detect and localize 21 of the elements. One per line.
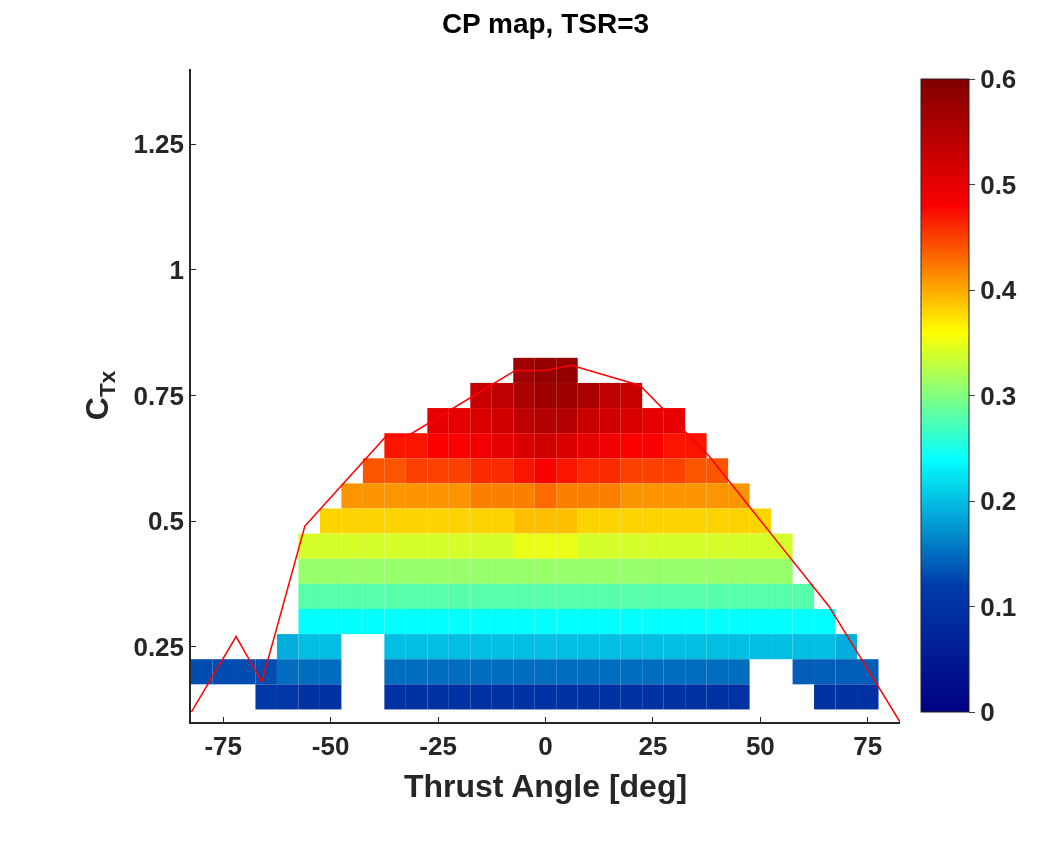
color-bar-label: 0.1 bbox=[980, 591, 1017, 622]
x-tick-label: 75 bbox=[853, 730, 883, 761]
color-bar-label: 0.3 bbox=[980, 380, 1017, 411]
x-axis-title: Thrust Angle [deg] bbox=[403, 768, 688, 805]
x-tick-label: -25 bbox=[419, 730, 457, 761]
x-tick-label: -50 bbox=[311, 730, 350, 761]
y-tick-label: 1 bbox=[169, 255, 185, 286]
color-bar-label: 0.2 bbox=[980, 486, 1017, 517]
y-tick-label: 0.25 bbox=[133, 631, 185, 662]
color-bar-label: 0 bbox=[980, 697, 995, 728]
x-tick-label: 0 bbox=[538, 730, 553, 761]
y-tick-label: 0.5 bbox=[147, 506, 185, 537]
x-tick-label: 50 bbox=[745, 730, 775, 761]
y-tick-label: 1.25 bbox=[133, 129, 185, 160]
x-tick-label: 25 bbox=[638, 730, 668, 761]
color-bar-label: 0.4 bbox=[980, 275, 1017, 306]
y-tick-label: 0.75 bbox=[133, 380, 185, 411]
x-tick-label: -75 bbox=[204, 730, 243, 761]
color-bar-label: 0.5 bbox=[980, 169, 1017, 200]
color-bar-label: 0.6 bbox=[980, 64, 1017, 95]
chart-title: CP map, TSR=3 bbox=[441, 7, 650, 39]
